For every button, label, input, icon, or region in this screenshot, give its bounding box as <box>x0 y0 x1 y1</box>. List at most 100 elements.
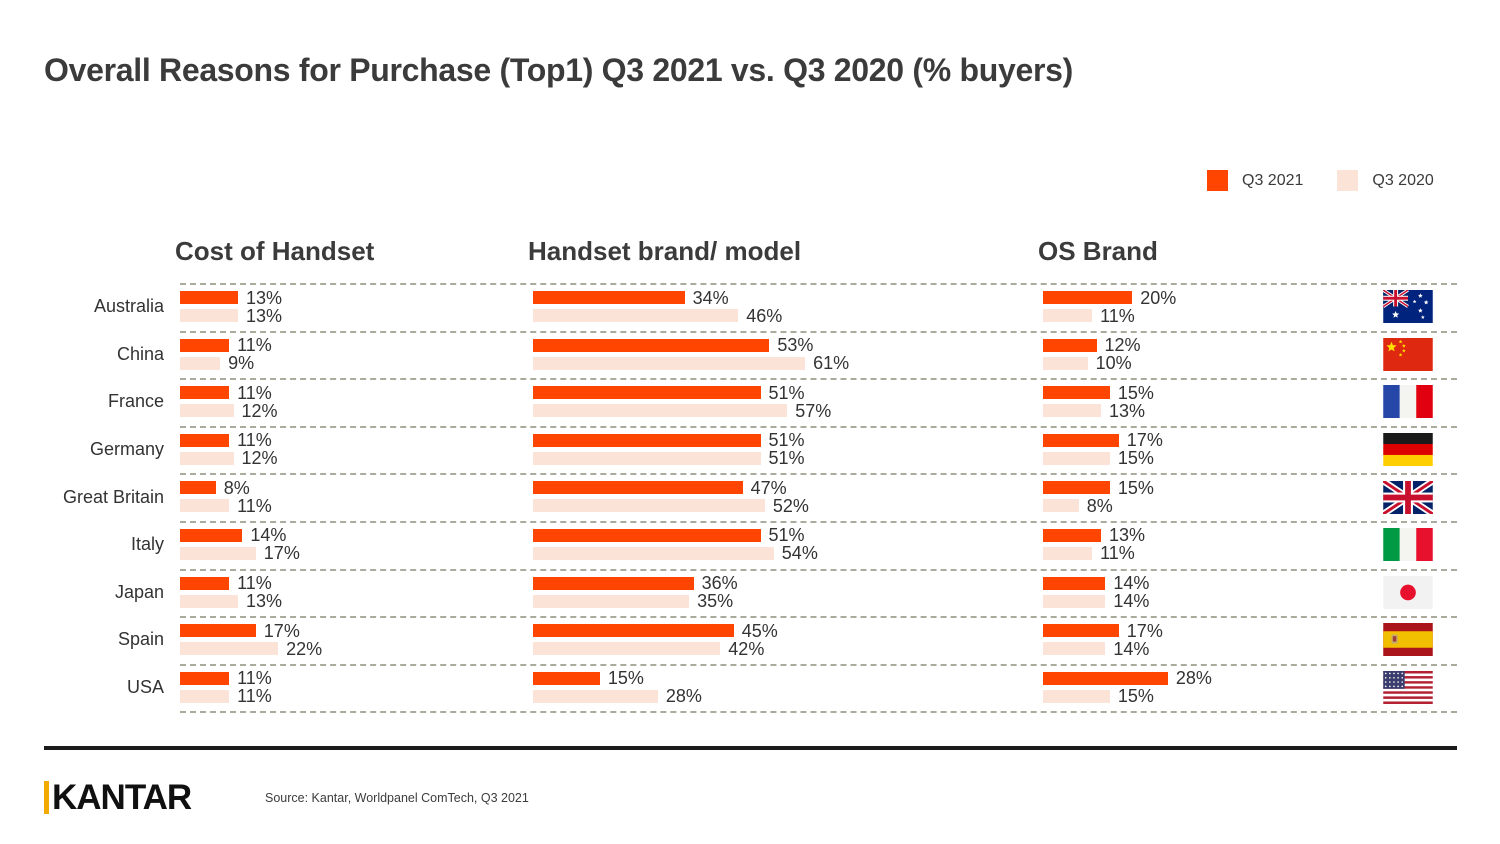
kantar-logo-accent <box>44 781 49 814</box>
country-label: Germany <box>89 439 164 460</box>
bar-series-0 <box>533 481 743 495</box>
bar-value-label: 17% <box>1126 620 1163 641</box>
bar-line: 34% <box>533 287 1043 308</box>
bar-series-1 <box>180 356 221 370</box>
flag-svg <box>1383 433 1433 467</box>
bar-line: 11% <box>180 669 533 687</box>
bar-line: 46% <box>533 307 1043 325</box>
bars-brand: 15% 28% <box>533 664 1043 712</box>
bar-value-label: 34% <box>692 287 729 308</box>
bar-value-label: 22% <box>286 638 323 659</box>
flag-svg <box>1383 480 1433 514</box>
bars-cost: 8% 11% <box>180 473 533 521</box>
bar-line: 15% <box>1043 686 1383 707</box>
country-label: Spain <box>117 629 164 650</box>
bars-brand: 51% 57% <box>533 378 1043 426</box>
row-separator <box>180 378 1457 381</box>
bar-series-1 <box>533 404 788 418</box>
chart-row-it: Italy 14% 17% 51% 54% 13% 11% <box>15 521 1457 569</box>
bar-value-label: 15% <box>1117 448 1154 469</box>
bar-series-1 <box>533 642 721 656</box>
bar-series-0 <box>180 291 238 304</box>
flag-it-icon <box>1383 521 1457 569</box>
bars-os: 20% 11% <box>1043 283 1383 331</box>
bar-line: 13% <box>180 289 533 307</box>
bar-line: 15% <box>1043 479 1383 497</box>
bar-value-label: 51% <box>768 525 805 546</box>
row-separator <box>180 568 1457 571</box>
bars-cost: 14% 17% <box>180 521 533 569</box>
bar-series-1 <box>533 594 690 608</box>
chart-row-gb: Great Britain 8% 11% 47% 52% 15% 8% <box>15 473 1457 521</box>
bar-line: 11% <box>1043 305 1383 326</box>
bar-value-label: 8% <box>223 477 250 498</box>
bar-value-label: 15% <box>1117 686 1154 707</box>
bar-value-label: 10% <box>1095 353 1132 374</box>
bar-value-label: 15% <box>1117 382 1154 403</box>
bar-value-label: 8% <box>1086 495 1113 516</box>
row-separator <box>180 473 1457 476</box>
flag-svg <box>1383 337 1433 371</box>
footer-divider <box>44 746 1457 750</box>
flag-svg <box>1383 623 1433 657</box>
bar-series-0 <box>1043 528 1101 542</box>
bar-series-0 <box>533 528 761 542</box>
bar-value-label: 12% <box>241 448 278 469</box>
bars-os: 12% 10% <box>1043 331 1383 379</box>
chart-row-es: Spain 17% 22% 45% 42% 17% 14% <box>15 616 1457 664</box>
bar-series-0 <box>180 433 230 447</box>
bar-line: 14% <box>1043 574 1383 592</box>
bar-series-1 <box>533 546 774 560</box>
row-separator <box>180 616 1457 619</box>
column-header-brand: Handset brand/ model <box>528 236 802 266</box>
bar-value-label: 11% <box>1100 305 1135 326</box>
bar-series-0 <box>533 291 685 304</box>
bar-value-label: 17% <box>263 543 300 564</box>
bars-os: 14% 14% <box>1043 569 1383 617</box>
bar-value-label: 51% <box>768 430 805 451</box>
row-separator <box>180 521 1457 523</box>
bar-line: 51% <box>533 525 1043 546</box>
column-headers: Cost of Handset Handset brand/ model OS … <box>15 236 1383 267</box>
bar-value-label: 14% <box>1113 591 1150 612</box>
bar-line: 51% <box>533 382 1043 403</box>
bar-value-label: 9% <box>228 353 255 374</box>
bar-value-label: 51% <box>768 382 805 403</box>
bar-value-label: 13% <box>1109 400 1146 421</box>
bar-series-0 <box>1043 624 1119 638</box>
bar-value-label: 54% <box>781 543 818 564</box>
bar-series-1 <box>180 546 256 560</box>
bar-line: 11% <box>1043 544 1383 562</box>
page-title: Overall Reasons for Purchase (Top1) Q3 2… <box>44 52 1073 88</box>
bar-series-1 <box>180 689 230 703</box>
bars-cost: 11% 13% <box>180 569 533 617</box>
legend-label-q3-2021: Q3 2021 <box>1242 171 1304 189</box>
bar-series-1 <box>533 451 761 465</box>
bar-series-1 <box>1043 546 1093 560</box>
bar-line: 42% <box>533 640 1043 658</box>
chart-body: Australia 13% 13% 34% 46% 20% 11% China 11% 9% 53%… <box>15 283 1457 714</box>
bar-value-label: 11% <box>237 430 272 451</box>
bar-line: 15% <box>1043 448 1383 469</box>
bar-line: 22% <box>180 638 533 659</box>
bar-value-label: 12% <box>1104 335 1141 356</box>
bar-line: 28% <box>1043 669 1383 687</box>
bar-line: 54% <box>533 543 1043 564</box>
bar-series-1 <box>1043 594 1106 608</box>
flag-svg <box>1383 528 1433 562</box>
bar-series-0 <box>180 671 230 685</box>
bar-line: 51% <box>533 449 1043 467</box>
country-label: USA <box>126 677 164 698</box>
legend-swatch-q3-2020 <box>1337 170 1359 191</box>
bar-line: 20% <box>1043 289 1383 307</box>
bar-series-1 <box>1043 689 1110 703</box>
country-label: Great Britain <box>62 486 164 507</box>
row-separator <box>180 425 1457 428</box>
flag-gb-icon <box>1383 473 1457 521</box>
bar-series-0 <box>533 671 600 685</box>
flag-svg <box>1383 290 1433 324</box>
bars-brand: 51% 51% <box>533 426 1043 474</box>
flag-cn-icon <box>1383 331 1457 379</box>
bar-value-label: 11% <box>237 495 272 516</box>
bar-line: 15% <box>533 669 1043 687</box>
